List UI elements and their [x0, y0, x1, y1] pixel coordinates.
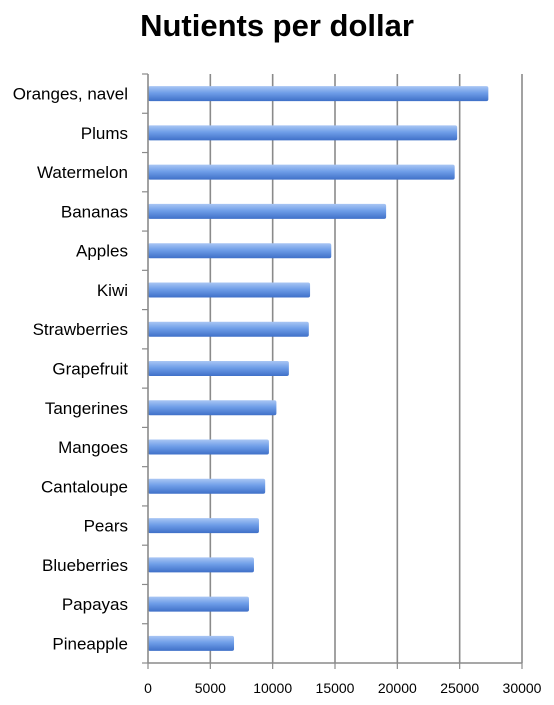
- x-tick-label: 20000: [378, 680, 417, 696]
- x-tick-label: 10000: [253, 680, 292, 696]
- bar: [148, 439, 269, 455]
- tick-labels: 0 5000 10000 15000 20000 25000 30000 Oranges, n…: [13, 85, 542, 696]
- x-tick-label: 30000: [503, 680, 542, 696]
- x-tick-label: 15000: [316, 680, 355, 696]
- bar: [148, 400, 277, 416]
- chart-title: Nutients per dollar: [140, 8, 414, 43]
- x-tick-label: 25000: [440, 680, 479, 696]
- y-tick-label: Tangerines: [45, 399, 128, 418]
- bar: [148, 164, 455, 180]
- bar: [148, 596, 249, 612]
- axes: [142, 73, 523, 669]
- y-tick-label: Grapefruit: [52, 360, 128, 379]
- bar: [148, 361, 289, 376]
- x-tick-label: 0: [144, 680, 152, 696]
- bar: [148, 203, 387, 219]
- bar: [148, 478, 266, 494]
- bar: [148, 321, 309, 337]
- y-tick-label: Cantaloupe: [41, 477, 128, 496]
- x-tick-label: 5000: [195, 680, 226, 696]
- y-tick-label: Mangoes: [58, 438, 128, 457]
- y-tick-label: Strawberries: [33, 320, 128, 339]
- y-tick-label: Watermelon: [37, 163, 128, 182]
- y-tick-label: Oranges, navel: [13, 85, 128, 104]
- bar: [148, 86, 489, 102]
- bar: [148, 243, 332, 259]
- y-tick-label: Pineapple: [52, 634, 128, 653]
- y-tick-label: Kiwi: [97, 281, 128, 300]
- y-tick-label: Pears: [84, 517, 128, 536]
- bar: [148, 282, 311, 298]
- y-tick-label: Apples: [76, 242, 128, 261]
- y-tick-label: Blueberries: [42, 556, 128, 575]
- bar: [148, 518, 259, 534]
- y-tick-label: Papayas: [62, 595, 128, 614]
- bar: [148, 557, 254, 573]
- bar: [148, 125, 458, 141]
- bar: [148, 635, 235, 651]
- y-tick-label: Bananas: [61, 202, 128, 221]
- y-tick-label: Plums: [81, 124, 128, 143]
- bars: [148, 86, 489, 651]
